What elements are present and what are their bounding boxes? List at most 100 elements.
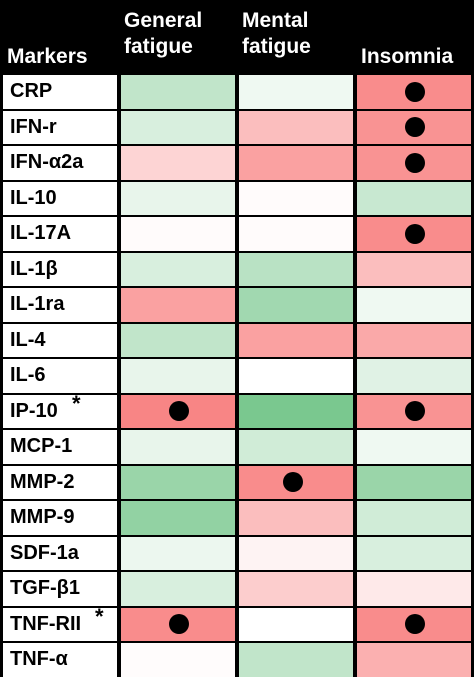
row-label: IL-6: [10, 364, 46, 386]
heatmap-cell: [357, 252, 471, 286]
significance-dot: [405, 614, 425, 635]
row-label: SDF-1a: [10, 541, 79, 564]
heatmap-cell: [121, 217, 235, 251]
row-label-cell: MCP-1: [3, 430, 117, 464]
heatmap-cell: [121, 146, 235, 180]
heatmap-cell: [121, 252, 235, 286]
row-label: TGF-β1: [10, 577, 80, 599]
heatmap-cell: [121, 607, 235, 641]
row-label: TNF-α: [10, 648, 68, 670]
heatmap-cell: [239, 252, 353, 286]
heatmap-cell: [239, 536, 353, 570]
heatmap-cell: [239, 75, 353, 109]
row-label-cell: IP-10 *: [3, 391, 117, 428]
heatmap-cell: [357, 181, 471, 215]
heatmap-cell: [357, 643, 471, 677]
heatmap-cell: [239, 181, 353, 215]
heatmap-cell: [121, 572, 235, 606]
row-header: Markers: [7, 45, 88, 68]
heatmap-cell: [357, 75, 471, 109]
row-label-cell: IL-4: [3, 323, 117, 357]
heatmap-cell: [357, 217, 471, 251]
heatmap-cell: [121, 430, 235, 464]
row-label: IFN-α2a: [10, 151, 84, 173]
row-label: MMP-2: [10, 470, 75, 493]
heatmap-cell: [121, 465, 235, 499]
heatmap-cell: [357, 465, 471, 499]
heatmap-cell: [357, 146, 471, 180]
significance-dot: [405, 401, 425, 422]
heatmap-cell: [357, 430, 471, 464]
significance-dot: [405, 152, 425, 173]
heatmap-cell: [357, 536, 471, 570]
heatmap-cell: [357, 572, 471, 606]
heatmap-cell: [239, 430, 353, 464]
heatmap-cell: [239, 643, 353, 677]
row-label-cell: TNF-α: [3, 643, 117, 677]
heatmap-cell: [121, 110, 235, 144]
heatmap-cell: [357, 607, 471, 641]
heatmap-cell: [357, 288, 471, 322]
row-label-cell: IL-10: [3, 181, 117, 215]
row-label-cell: IL-1ra: [3, 288, 117, 322]
heatmap-cell: [357, 110, 471, 144]
significance-dot: [283, 472, 303, 493]
row-label-cell: MMP-2: [3, 465, 117, 499]
row-label-cell: MMP-9: [3, 501, 117, 535]
heatmap-cell: [239, 288, 353, 322]
row-label: MCP-1: [10, 435, 73, 457]
heatmap-cell: [239, 572, 353, 606]
significance-asterisk: *: [95, 603, 104, 629]
heatmap-cell: [357, 323, 471, 357]
heatmap-cell: [357, 359, 471, 393]
heatmap-cell: [121, 288, 235, 322]
heatmap-cell: [239, 323, 353, 357]
row-label-cell: CRP: [3, 75, 117, 109]
heatmap-cell: [121, 359, 235, 393]
significance-dot: [169, 401, 189, 422]
row-label: IL-17A: [10, 222, 72, 244]
heatmap-cell: [357, 394, 471, 428]
heatmap-cell: [357, 501, 471, 535]
heatmap-cell: [121, 536, 235, 570]
row-label-cell: IFN-α2a: [3, 146, 117, 180]
row-label: IL-1β: [10, 257, 58, 280]
column-header-insomnia: Insomnia: [361, 45, 454, 68]
heatmap-cell: [239, 110, 353, 144]
heatmap-cell: [121, 323, 235, 357]
significance-dot: [405, 117, 425, 138]
heatmap-cell: [239, 501, 353, 535]
column-header-general-fatigue: General fatigue: [124, 9, 203, 58]
row-label: MMP-9: [10, 506, 75, 528]
row-label-cell: IL-6: [3, 359, 117, 393]
heatmap-cell: [121, 181, 235, 215]
significance-dot: [405, 223, 425, 244]
row-label-cell: SDF-1a: [3, 536, 117, 570]
row-label: CRP: [10, 80, 53, 102]
heatmap-cell: [121, 394, 235, 428]
heatmap-cell: [239, 607, 353, 641]
heatmap-cell: [121, 643, 235, 677]
heatmap-cell: [239, 394, 353, 428]
row-label-cell: TNF-RII *: [3, 604, 117, 641]
row-label-cell: IFN-r: [3, 110, 117, 144]
row-label-cell: IL-17A: [3, 217, 117, 251]
heatmap-cell: [239, 465, 353, 499]
row-label: IP-10: [10, 399, 58, 422]
row-label: IL-4: [10, 328, 46, 351]
row-label-cell: IL-1β: [3, 252, 117, 286]
heatmap-cell: [121, 501, 235, 535]
significance-asterisk: *: [72, 390, 81, 416]
significance-dot: [169, 614, 189, 635]
heatmap-cell: [121, 75, 235, 109]
row-label: IL-1ra: [10, 293, 65, 315]
row-label-cell: TGF-β1: [3, 572, 117, 606]
column-header-mental-fatigue: Mental fatigue: [242, 9, 311, 58]
row-label: IL-10: [10, 186, 57, 209]
heatmap-cell: [239, 359, 353, 393]
significance-dot: [405, 81, 425, 102]
row-label: TNF-RII: [10, 612, 82, 635]
row-label: IFN-r: [10, 115, 57, 138]
heatmap-cell: [239, 146, 353, 180]
